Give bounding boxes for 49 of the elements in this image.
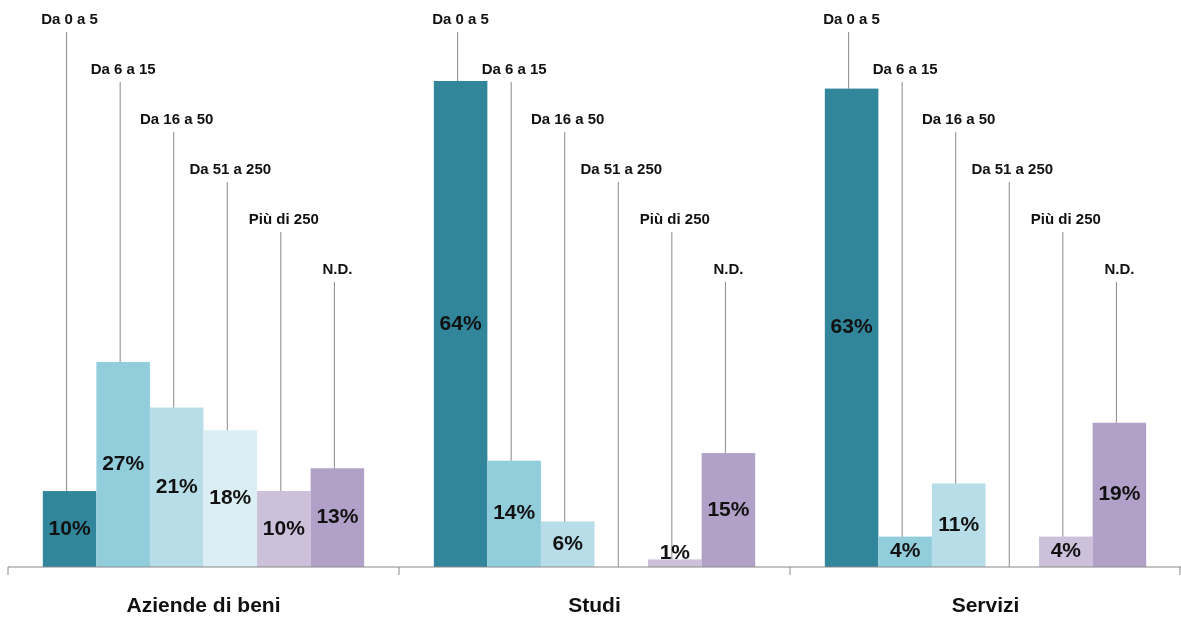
data-label: 10% <box>48 515 91 539</box>
data-label: 14% <box>493 500 536 524</box>
text: N.D. <box>713 259 744 277</box>
text: Da 51 a 250 <box>189 159 272 177</box>
bar <box>931 483 986 567</box>
text: N.D. <box>322 259 353 277</box>
text: Da 51 a 250 <box>971 159 1054 177</box>
bar <box>648 559 702 567</box>
data-label: 27% <box>102 451 145 475</box>
bar <box>149 407 204 567</box>
bar <box>824 88 879 567</box>
text: Da 51 a 250 <box>580 159 663 177</box>
data-label: 64% <box>439 310 482 334</box>
data-label: 13% <box>316 504 359 528</box>
text: Da 16 a 50 <box>531 109 605 127</box>
bar <box>701 453 756 567</box>
data-label: 15% <box>707 496 750 520</box>
text: N.D. <box>1104 259 1135 277</box>
data-label: 6% <box>552 530 584 554</box>
data-label: 10% <box>262 515 306 539</box>
data-label: 4% <box>889 538 921 562</box>
text: Da 16 a 50 <box>922 109 996 127</box>
text: Da 6 a 15 <box>872 59 938 77</box>
data-label: 19% <box>1098 481 1141 505</box>
text: Da 0 a 5 <box>823 9 880 27</box>
data-label: 21% <box>155 473 199 497</box>
text: Da 0 a 5 <box>41 9 98 27</box>
x-tick-label: Aziende di beni <box>126 592 281 616</box>
bar <box>433 81 488 567</box>
x-tick-label: Servizi <box>951 592 1020 616</box>
data-label: 4% <box>1050 538 1082 562</box>
text: Da 6 a 15 <box>481 59 547 77</box>
text: Da 0 a 5 <box>432 9 489 27</box>
text: Da 16 a 50 <box>140 109 214 127</box>
data-label: 1% <box>659 539 691 563</box>
data-label: 11% <box>938 511 980 535</box>
bar <box>257 491 311 567</box>
text: Più di 250 <box>639 209 710 227</box>
text: Da 6 a 15 <box>90 59 156 77</box>
data-label: 18% <box>209 485 252 509</box>
x-tick-label: Studi <box>568 592 621 616</box>
text: Più di 250 <box>248 209 319 227</box>
bar <box>1092 422 1147 567</box>
bar <box>96 361 150 567</box>
bar <box>487 460 541 567</box>
data-label: 63% <box>830 314 873 338</box>
bar <box>310 468 365 567</box>
text: Più di 250 <box>1030 209 1101 227</box>
bar <box>203 430 258 567</box>
